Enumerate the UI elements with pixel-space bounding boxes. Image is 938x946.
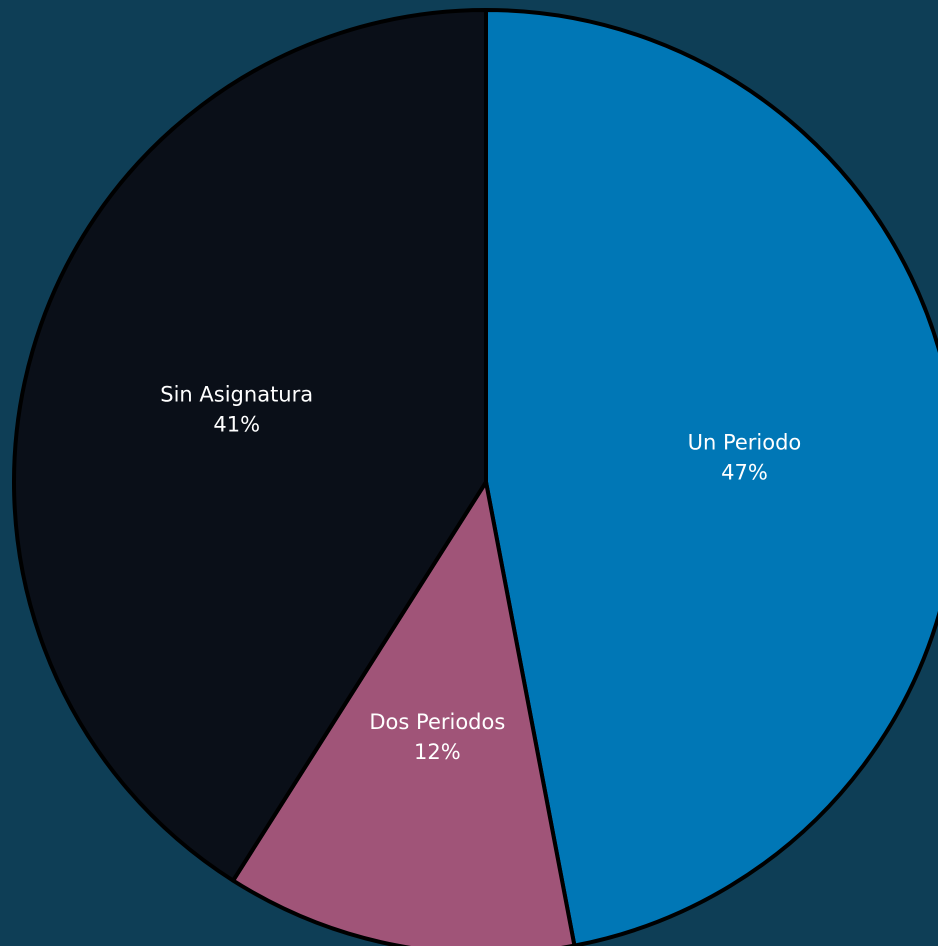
slice-label: Dos Periodos (369, 710, 505, 734)
slice-label: Sin Asignatura (160, 383, 313, 407)
slice-label: Un Periodo (688, 431, 802, 455)
slice-value-label: 47% (721, 461, 768, 485)
slice-value-label: 12% (414, 740, 461, 764)
slice-value-label: 41% (213, 413, 260, 437)
pie-slice (12, 8, 488, 883)
pie-slice (484, 8, 938, 946)
